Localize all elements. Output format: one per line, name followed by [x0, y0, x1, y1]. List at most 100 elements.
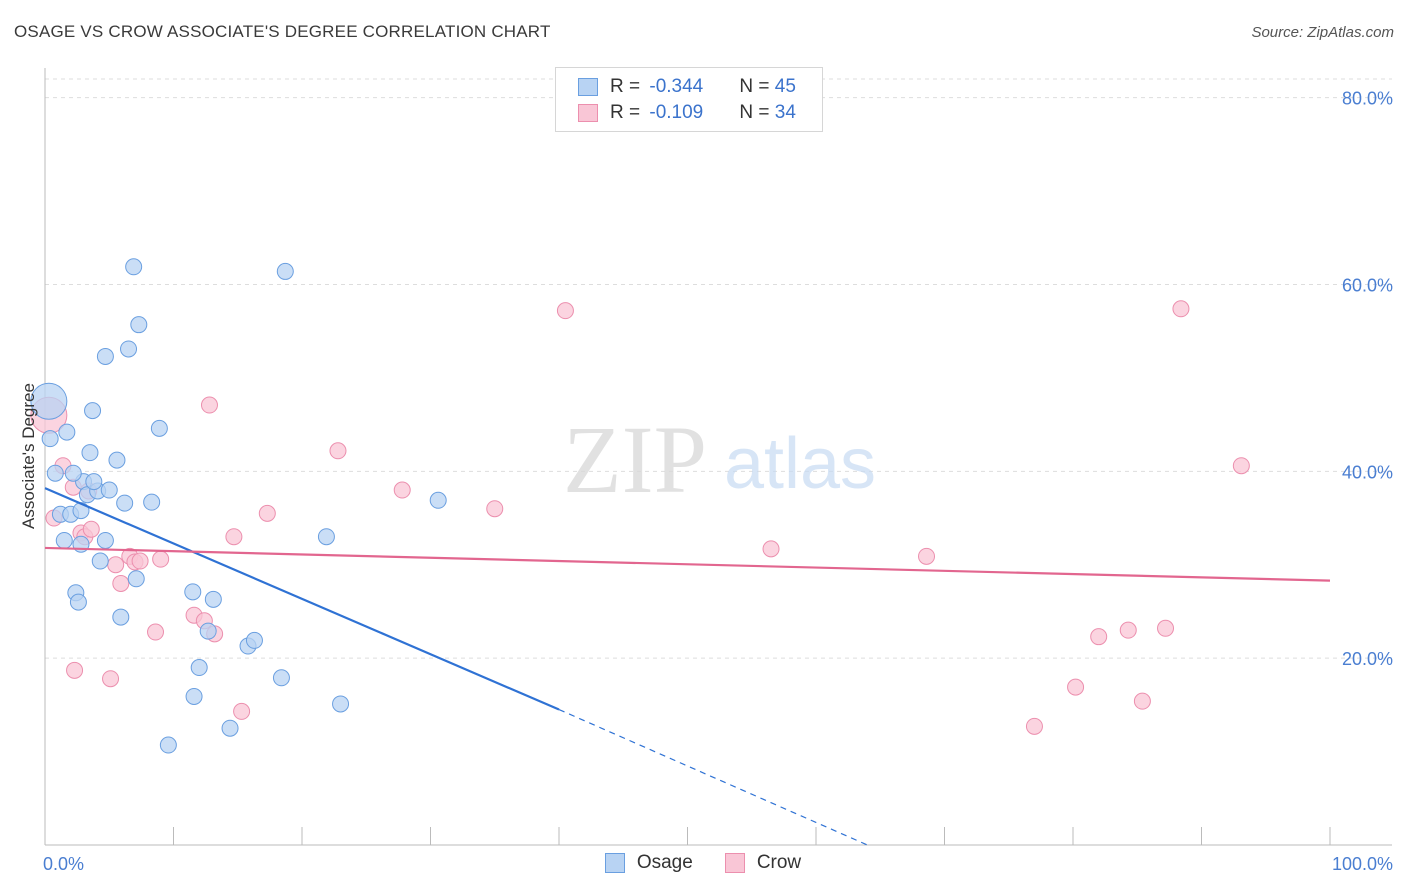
crow-point	[233, 702, 251, 720]
osage-point	[120, 340, 138, 358]
watermark: ZIP atlas	[563, 406, 876, 513]
osage-r-value: -0.344	[649, 76, 704, 97]
osage-point	[184, 583, 202, 601]
osage-legend-swatch	[604, 853, 625, 873]
osage-point	[116, 494, 134, 512]
y-tick-label: 40.0%	[1342, 462, 1393, 482]
crow-point	[393, 481, 411, 499]
osage-point	[199, 622, 217, 640]
osage-trend-line	[44, 487, 560, 711]
watermark-atlas: atlas	[724, 424, 876, 504]
crow-point	[486, 500, 504, 518]
crow-point	[131, 552, 149, 570]
x-tick-label-min: 0.0%	[43, 854, 84, 874]
osage-n-label: N =	[739, 76, 775, 97]
source-credit: Source: ZipAtlas.com	[1251, 24, 1394, 41]
crow-legend-swatch	[724, 853, 745, 873]
crow-point	[112, 574, 130, 592]
crow-point	[1172, 300, 1190, 318]
crow-point	[152, 550, 170, 568]
osage-point	[96, 347, 114, 365]
y-tick-label: 80.0%	[1342, 89, 1393, 109]
crow-n-value: 34	[774, 102, 796, 123]
legend-row-crow: R = -0.109 N = 34	[578, 101, 796, 125]
osage-point	[204, 590, 222, 608]
crow-point	[762, 540, 780, 558]
axis-layer: 0.0% 100.0%	[43, 68, 1393, 874]
crow-series	[30, 300, 1250, 735]
crow-point	[1067, 678, 1085, 696]
osage-point	[112, 608, 130, 626]
chart-title: OSAGE VS CROW ASSOCIATE'S DEGREE CORRELA…	[14, 22, 551, 41]
crow-point	[200, 396, 218, 414]
osage-point	[85, 473, 103, 491]
osage-legend-label: Osage	[636, 852, 693, 873]
osage-point	[130, 316, 148, 334]
osage-point	[84, 402, 102, 420]
series-legend: Osage Crow	[0, 852, 1406, 874]
legend-row-osage: R = -0.344 N = 45	[578, 75, 796, 99]
watermark-zip: ZIP	[563, 406, 707, 513]
y-axis-label: Associate's Degree	[19, 383, 38, 529]
crow-point	[1025, 717, 1043, 735]
crow-point	[918, 547, 936, 565]
legend-item-osage[interactable]: Osage	[604, 852, 693, 874]
osage-point	[91, 552, 109, 570]
osage-point	[30, 382, 68, 420]
x-tick-label-max: 100.0%	[1332, 854, 1393, 874]
crow-point	[1119, 621, 1137, 639]
osage-point	[108, 451, 126, 469]
osage-point	[272, 669, 290, 687]
osage-point	[96, 531, 114, 549]
trend-lines	[44, 487, 1331, 846]
osage-point	[69, 593, 87, 611]
crow-legend-label: Crow	[756, 852, 802, 873]
osage-point	[429, 491, 447, 509]
osage-point	[221, 719, 239, 737]
crow-point	[107, 556, 125, 574]
osage-point	[127, 570, 145, 588]
crow-point	[556, 302, 574, 320]
crow-r-label: R =	[610, 102, 646, 123]
crow-point	[1157, 619, 1175, 637]
osage-point	[245, 631, 263, 649]
crow-point	[1133, 692, 1151, 710]
crow-n-label: N =	[739, 102, 775, 123]
crow-trend-line	[44, 546, 1331, 582]
correlation-legend: R = -0.344 N = 45 R = -0.109 N = 34	[555, 67, 823, 132]
osage-point	[317, 528, 335, 546]
y-tick-label: 20.0%	[1342, 649, 1393, 669]
crow-point	[102, 670, 120, 688]
legend-item-crow[interactable]: Crow	[724, 852, 802, 874]
osage-point	[159, 736, 177, 754]
osage-n-value: 45	[774, 76, 796, 97]
osage-point	[150, 419, 168, 437]
osage-point	[46, 464, 64, 482]
osage-point	[276, 262, 294, 280]
grid-layer: 20.0% 40.0% 60.0% 80.0%	[45, 78, 1393, 669]
crow-point	[1232, 457, 1250, 475]
osage-series	[30, 258, 447, 754]
crow-point	[258, 504, 276, 522]
osage-point	[100, 481, 118, 499]
crow-swatch	[578, 104, 598, 122]
osage-point	[58, 423, 76, 441]
osage-point	[125, 258, 143, 276]
osage-point	[81, 444, 99, 462]
osage-point	[332, 695, 350, 713]
crow-point	[147, 623, 165, 641]
osage-trend-extension	[558, 708, 868, 846]
crow-point	[1090, 628, 1108, 646]
crow-point	[82, 520, 100, 538]
osage-point	[190, 659, 208, 677]
osage-point	[143, 493, 161, 511]
crow-r-value: -0.109	[649, 102, 704, 123]
crow-point	[66, 661, 84, 679]
y-tick-label: 60.0%	[1342, 276, 1393, 296]
osage-r-label: R =	[610, 76, 646, 97]
osage-swatch	[578, 78, 598, 96]
osage-point	[41, 430, 59, 448]
crow-point	[225, 528, 243, 546]
crow-point	[329, 442, 347, 460]
